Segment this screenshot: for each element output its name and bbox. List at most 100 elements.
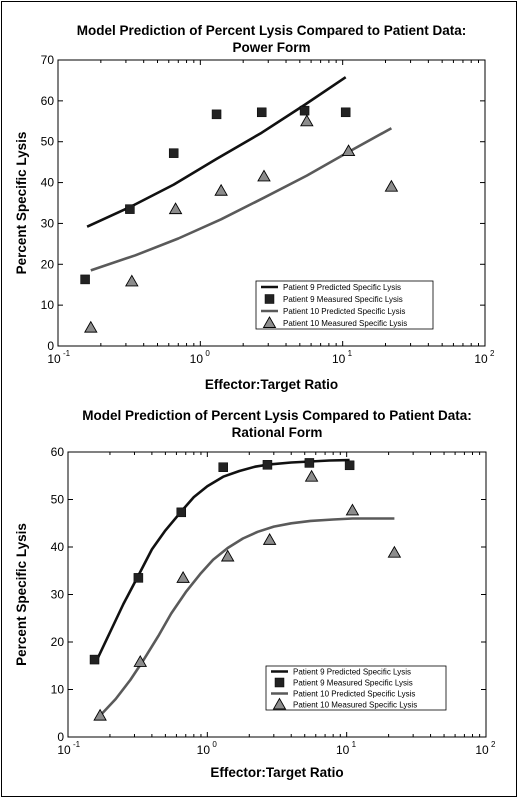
data-point xyxy=(384,179,399,192)
legend-box xyxy=(265,665,447,711)
y-tick-label: 20 xyxy=(41,257,55,271)
chart-subtitle: Rational Form xyxy=(232,425,323,440)
y-tick-label: 40 xyxy=(51,540,65,554)
y-tick-label: 40 xyxy=(41,176,55,190)
x-tick-label: 10 xyxy=(332,352,346,366)
data-point xyxy=(345,503,360,516)
x-tick-label: 10 xyxy=(197,743,211,757)
legend: Patient 9 Predicted Specific Lysis Patien… xyxy=(255,280,434,330)
data-point xyxy=(168,202,183,215)
y-tick-label: 60 xyxy=(51,445,65,459)
x-axis-label: Effector:Target Ratio xyxy=(205,377,338,392)
data-point xyxy=(84,320,98,333)
x-tick-label: 10 xyxy=(57,743,71,757)
legend-swatch xyxy=(274,677,285,688)
legend-label: Patient 10 Measured Specific Lysis xyxy=(283,319,407,328)
legend-swatch xyxy=(272,697,287,710)
series-4 xyxy=(93,469,402,721)
chart-2: Model Prediction of Percent Lysis Compar… xyxy=(14,408,496,780)
y-axis-label: Percent Specific Lysis xyxy=(14,132,29,275)
data-point xyxy=(133,655,148,667)
y-tick-label: 30 xyxy=(41,216,55,230)
y-tick-label: 50 xyxy=(41,135,55,149)
legend-label: Patient 10 Predicted Specific Lysis xyxy=(293,690,415,699)
data-point xyxy=(80,274,90,285)
series-4 xyxy=(84,114,399,333)
legend-label: Patient 9 Measured Specific Lysis xyxy=(283,295,403,304)
chart-title: Model Prediction of Percent Lysis Compar… xyxy=(77,23,467,38)
data-point xyxy=(93,708,107,721)
x-tick-label: 10 xyxy=(190,352,204,366)
data-point xyxy=(341,144,356,157)
legend-label: Patient 9 Predicted Specific Lysis xyxy=(293,668,411,677)
legend: Patient 9 Predicted Specific Lysis Patien… xyxy=(265,665,447,711)
data-point xyxy=(387,545,402,558)
series-line xyxy=(99,517,395,717)
x-tick-label: 10 xyxy=(47,352,61,366)
data-point xyxy=(214,183,228,196)
series-line xyxy=(95,458,350,662)
y-tick-label: 10 xyxy=(51,683,65,697)
data-point xyxy=(168,148,179,158)
legend-label: Patient 10 Measured Specific Lysis xyxy=(293,701,417,710)
legend-label: Patient 9 Predicted Specific Lysis xyxy=(283,283,401,292)
y-tick-label: 20 xyxy=(51,635,65,649)
y-tick-label: 60 xyxy=(41,94,55,108)
data-point xyxy=(344,460,355,471)
x-tick-label: 10 xyxy=(475,743,489,757)
x-tick-exponent: 1 xyxy=(352,740,357,749)
y-tick-label: 0 xyxy=(57,730,64,744)
data-point xyxy=(262,532,277,545)
x-axis-label: Effector:Target Ratio xyxy=(210,765,343,780)
data-point xyxy=(256,107,267,118)
series-2 xyxy=(89,458,355,665)
series-1 xyxy=(86,76,347,228)
data-point xyxy=(340,107,351,118)
x-tick-label: 10 xyxy=(474,352,488,366)
chart-1: Model Prediction of Percent Lysis Compar… xyxy=(14,23,495,392)
y-tick-label: 0 xyxy=(47,339,54,353)
x-tick-exponent: 0 xyxy=(205,349,210,358)
y-axis-label: Percent Specific Lysis xyxy=(14,523,29,666)
data-point xyxy=(257,169,271,182)
chart-title: Model Prediction of Percent Lysis Compar… xyxy=(82,408,472,423)
data-point xyxy=(300,114,314,127)
data-point xyxy=(299,105,310,116)
y-tick-label: 30 xyxy=(51,588,65,602)
x-tick-label: 10 xyxy=(336,743,350,757)
series-3 xyxy=(90,127,393,272)
data-point xyxy=(125,274,139,287)
y-tick-label: 10 xyxy=(41,298,55,312)
x-tick-exponent: 0 xyxy=(212,740,217,749)
series-1 xyxy=(95,458,350,662)
x-tick-exponent: -1 xyxy=(63,349,71,358)
legend-swatch xyxy=(264,294,275,304)
data-point xyxy=(89,654,100,665)
data-point xyxy=(262,460,273,470)
y-tick-label: 70 xyxy=(41,53,55,67)
data-point xyxy=(176,570,190,583)
legend-label: Patient 10 Predicted Specific Lysis xyxy=(283,307,405,316)
data-point xyxy=(304,469,319,482)
legend-swatch xyxy=(262,316,277,328)
legend-box xyxy=(255,280,434,330)
series-line xyxy=(90,127,393,272)
data-point xyxy=(304,458,315,468)
chart-subtitle: Power Form xyxy=(232,40,310,55)
x-tick-exponent: 1 xyxy=(348,349,353,358)
data-point xyxy=(125,204,135,214)
data-point xyxy=(211,109,222,120)
plot-area-border xyxy=(57,59,486,347)
series-line xyxy=(86,76,347,228)
series-2 xyxy=(80,105,351,285)
x-tick-exponent: 2 xyxy=(491,740,496,749)
x-tick-exponent: -1 xyxy=(73,740,81,749)
legend-label: Patient 9 Measured Specific Lysis xyxy=(293,679,413,688)
data-point xyxy=(176,507,187,518)
x-tick-exponent: 2 xyxy=(490,349,495,358)
series-3 xyxy=(99,517,395,717)
data-point xyxy=(133,573,144,583)
y-tick-label: 50 xyxy=(51,493,65,507)
